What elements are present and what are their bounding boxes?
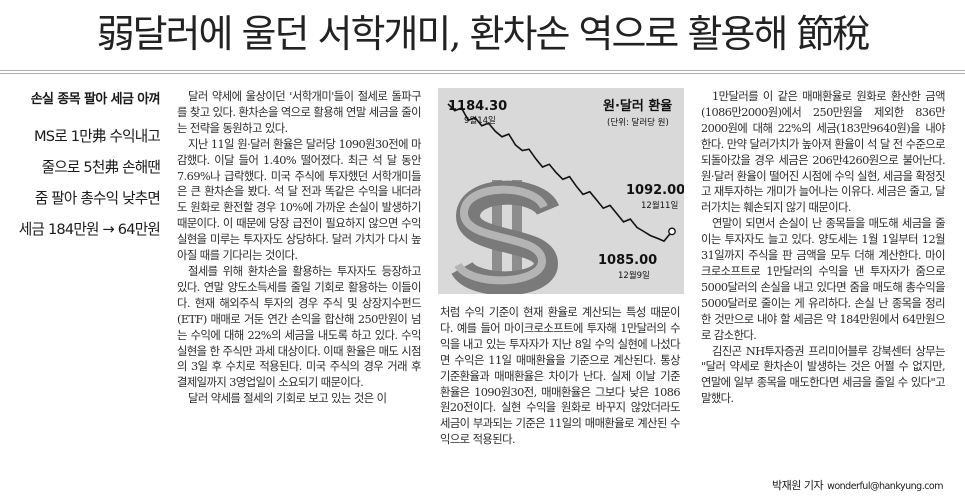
- annotation-value-latest: 1092.00: [626, 183, 684, 198]
- dollar-sign-illustration: [451, 180, 560, 294]
- headline-rule-top: [0, 70, 965, 71]
- annotation-value-low: 1085.00: [598, 253, 657, 268]
- headline: 弱달러에 울던 서학개미, 환차손 역으로 활용해 節稅: [96, 12, 871, 56]
- annotation-date-latest: 12월11일: [641, 200, 678, 211]
- annotation-value-start: 1184.30: [448, 99, 507, 114]
- subhead-line: 세금 184만원 → 64만원: [18, 221, 161, 238]
- paragraph: 김진곤 NH투자증권 프리미어블루 강북센터 상무는 "달러 약세로 환차손이 …: [701, 344, 946, 406]
- exchange-rate-line: [447, 103, 673, 243]
- annotation-date-start: 9월14일: [464, 115, 496, 126]
- byline-name: 박재원 기자: [771, 479, 824, 492]
- headline-rule-bottom: [0, 73, 965, 74]
- chart-title: 원·달러 환율: [603, 98, 672, 114]
- chart-unit-label: (단위: 달러당 원): [607, 117, 669, 128]
- paragraph: 1만달러를 이 같은 매매환율로 원화로 환산한 금액(1086만2000원)에…: [701, 90, 946, 215]
- subhead-line: 줄으로 5천弗 손해땐: [41, 159, 161, 176]
- paragraph: 지난 11일 원·달러 환율은 달러당 1090원30전에 마감했다. 이달 들…: [177, 137, 422, 263]
- exchange-rate-chart: 원·달러 환율 (단위: 달러당 원) 1184.30 9월14일 1092.0…: [438, 88, 684, 294]
- paragraph: 연말이 되면서 손실이 난 종목들을 매도해 세금을 줄이는 투자자도 늘고 있…: [701, 217, 946, 342]
- subhead: 손실 종목 팔아 세금 아껴 MS로 1만弗 수익내고 줄으로 5천弗 손해땐 …: [4, 88, 161, 245]
- article-column-1: 달러 약세에 울상이던 '서학개미'들이 절세로 돌파구를 찾고 있다. 환차손…: [177, 89, 422, 407]
- article-column-2: 처럼 수익 기준이 현재 환율로 계산되는 특성 때문이다. 예를 들어 마이크…: [440, 305, 681, 448]
- byline-email: wonderful@hankyung.com: [827, 481, 943, 492]
- subhead-title: 손실 종목 팔아 세금 아껴: [30, 92, 161, 107]
- subhead-line: MS로 1만弗 수익내고: [34, 128, 161, 145]
- paragraph: 처럼 수익 기준이 현재 환율로 계산되는 특성 때문이다. 예를 들어 마이크…: [440, 306, 681, 447]
- paragraph: 달러 약세를 절세의 기회로 보고 있는 것은 이: [188, 392, 387, 406]
- latest-point-marker: [668, 227, 676, 236]
- paragraph: 달러 약세에 울상이던 '서학개미'들이 절세로 돌파구를 찾고 있다. 환차손…: [177, 90, 422, 135]
- article-column-3: 1만달러를 이 같은 매매환율로 원화로 환산한 금액(1086만2000원)에…: [701, 89, 946, 407]
- paragraph: 절세를 위해 환차손을 활용하는 투자자도 등장하고 있다. 연말 양도소득세를…: [177, 264, 422, 390]
- byline: 박재원 기자 wonderful@hankyung.com: [771, 477, 944, 493]
- annotation-date-low: 12월9일: [618, 270, 650, 281]
- subhead-line: 줌 팔아 총수익 낮추면: [34, 190, 161, 207]
